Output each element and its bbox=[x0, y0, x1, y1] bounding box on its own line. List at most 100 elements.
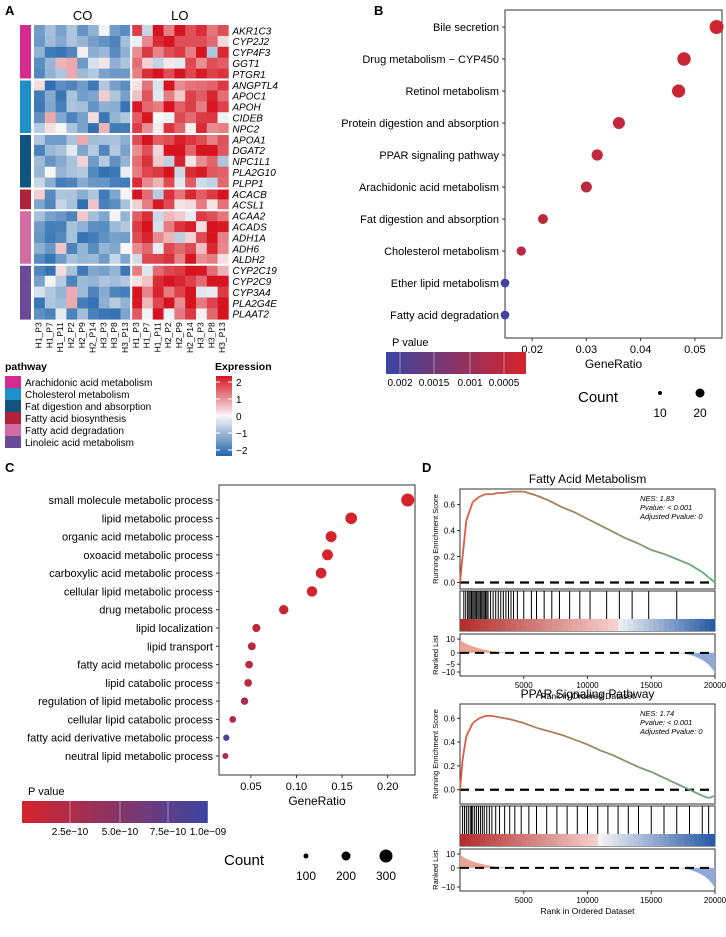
count-legend-label: 20 bbox=[693, 406, 707, 420]
heatmap-cell bbox=[217, 68, 229, 80]
heatmap-cell bbox=[44, 210, 56, 222]
heatmap-cell bbox=[34, 68, 46, 80]
data-point bbox=[580, 181, 592, 193]
y-tick-label: 0.2 bbox=[444, 762, 456, 771]
heatmap-cell bbox=[66, 123, 78, 135]
heatmap-cell bbox=[163, 308, 175, 320]
heatmap-cell bbox=[142, 253, 154, 266]
ranked-tick-label: 10 bbox=[446, 850, 455, 859]
pvalue-text: Pvalue: < 0.001 bbox=[640, 503, 692, 512]
heatmap-cell bbox=[66, 35, 78, 48]
heatmap-cell bbox=[44, 68, 56, 80]
heatmap-cell bbox=[185, 253, 197, 266]
pathway-annotation-cell bbox=[20, 155, 31, 167]
heatmap-cell bbox=[174, 112, 186, 124]
data-point bbox=[709, 20, 724, 34]
heatmap-cell bbox=[206, 35, 218, 48]
heatmap-cell bbox=[77, 101, 89, 113]
es-frame bbox=[459, 488, 716, 590]
heatmap-cell bbox=[142, 188, 154, 200]
rank-heat-cell bbox=[572, 834, 578, 846]
heatmap-cell bbox=[163, 155, 175, 167]
panel-label: A bbox=[5, 3, 15, 18]
heatmap-cell bbox=[55, 308, 67, 320]
x-tick-label: 5000 bbox=[515, 896, 533, 905]
heatmap-cell bbox=[66, 243, 78, 255]
rank-heat-cell bbox=[480, 834, 486, 846]
heatmap-cell bbox=[77, 297, 89, 309]
heatmap-cell bbox=[88, 79, 100, 91]
heatmap-cell bbox=[120, 253, 132, 266]
rank-heat-cell bbox=[704, 834, 711, 846]
heatmap-cell bbox=[109, 155, 121, 167]
heatmap-cell bbox=[185, 46, 197, 58]
category-label: small molecule metabolic process bbox=[49, 495, 214, 507]
heatmap-cell bbox=[88, 166, 100, 178]
heatmap-cell bbox=[185, 275, 197, 287]
heatmap-cell bbox=[77, 221, 89, 233]
pathway-annotation-cell bbox=[20, 243, 31, 255]
heatmap-cell bbox=[120, 155, 132, 167]
rank-heat-cell bbox=[531, 619, 537, 631]
data-point bbox=[315, 567, 327, 579]
heatmap-cell bbox=[88, 177, 100, 189]
heatmap-cell bbox=[185, 232, 197, 244]
heatmap-cell bbox=[206, 199, 218, 211]
gene-label: PLPP1 bbox=[232, 179, 263, 190]
heatmap-cell bbox=[44, 79, 56, 91]
heatmap-cell bbox=[88, 297, 100, 309]
heatmap-cell bbox=[217, 134, 229, 146]
heatmap-cell bbox=[77, 35, 89, 48]
x-tick-label: 20000 bbox=[704, 681, 726, 690]
heatmap-cell bbox=[196, 308, 208, 320]
heatmap-cell bbox=[98, 46, 110, 58]
heatmap-cell bbox=[185, 188, 197, 200]
gene-label: CYP2C9 bbox=[232, 277, 271, 288]
heatmap-cell bbox=[206, 134, 218, 146]
heatmap-cell bbox=[152, 199, 164, 211]
heatmap-cell bbox=[185, 112, 197, 124]
heatmap-cell bbox=[55, 297, 67, 309]
rank-heat-cell bbox=[658, 619, 665, 631]
category-label: Fatty acid degradation bbox=[390, 310, 499, 322]
heatmap-cell bbox=[217, 112, 229, 124]
heatmap-cell bbox=[196, 134, 208, 146]
x-tick-label: 10000 bbox=[576, 896, 599, 905]
gene-label: GGT1 bbox=[232, 59, 259, 70]
category-label: lipid localization bbox=[136, 623, 213, 635]
heatmap-cell bbox=[34, 35, 46, 48]
heatmap-cell bbox=[163, 275, 175, 287]
rank-heat-cell bbox=[684, 834, 690, 846]
heatmap-cell bbox=[142, 144, 154, 157]
rank-heat-cell bbox=[526, 834, 532, 846]
expression-tick-label: 1 bbox=[236, 395, 242, 406]
es-curve-segment bbox=[625, 760, 639, 768]
pathway-annotation-cell bbox=[20, 221, 31, 233]
heatmap-cell bbox=[77, 46, 89, 58]
heatmap-cell bbox=[109, 25, 121, 37]
es-curve-segment bbox=[461, 736, 468, 761]
heatmap-cell bbox=[88, 68, 100, 80]
heatmap-cell bbox=[163, 243, 175, 255]
data-point bbox=[671, 84, 686, 98]
heatmap-cell bbox=[66, 79, 78, 91]
heatmap-cell bbox=[174, 308, 186, 320]
es-curve-segment bbox=[510, 718, 524, 724]
category-label: lipid catabolic process bbox=[105, 678, 213, 690]
heatmap-cell bbox=[34, 253, 46, 266]
heatmap-cell bbox=[196, 188, 208, 200]
heatmap-cell bbox=[77, 155, 89, 167]
sample-label: H3_P3 bbox=[98, 322, 108, 348]
heatmap-cell bbox=[131, 79, 143, 91]
ranked-tick-label: −10 bbox=[441, 883, 455, 892]
heatmap-cell bbox=[217, 57, 229, 69]
heatmap-cell bbox=[88, 57, 100, 69]
heatmap-cell bbox=[163, 112, 175, 124]
sample-label: H3_P8 bbox=[109, 322, 119, 348]
heatmap-cell bbox=[88, 308, 100, 320]
count-legend-dot bbox=[303, 853, 309, 859]
heatmap-cell bbox=[142, 79, 154, 91]
heatmap-cell bbox=[88, 144, 100, 157]
count-legend-label: 300 bbox=[376, 869, 396, 883]
heatmap-cell bbox=[98, 144, 110, 157]
